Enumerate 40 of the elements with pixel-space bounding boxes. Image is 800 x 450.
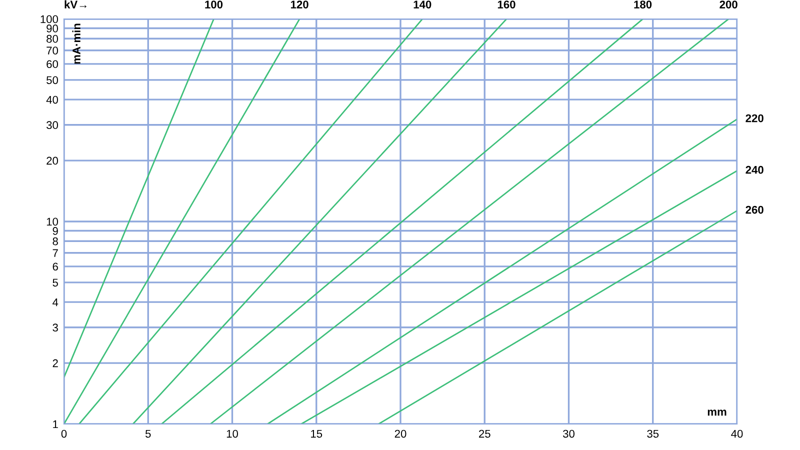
series-label: 140 bbox=[414, 0, 432, 8]
series-label: 100 bbox=[205, 0, 223, 8]
series-label: 220 bbox=[746, 114, 764, 122]
y-tick-label: 60 bbox=[46, 60, 58, 68]
y-tick-label: 90 bbox=[46, 24, 58, 32]
text: kV→ bbox=[64, 0, 86, 8]
x-tick-label: 35 bbox=[647, 430, 659, 438]
y-tick-label: 1 bbox=[53, 420, 58, 428]
y-tick-label: 6 bbox=[52, 262, 58, 271]
x-tick-label: 20 bbox=[394, 430, 406, 438]
y-tick-label: 70 bbox=[46, 46, 58, 55]
y-tick-label: 9 bbox=[52, 227, 58, 235]
x-axis-title: mm bbox=[708, 410, 726, 416]
x-tick-label: 10 bbox=[226, 430, 238, 438]
x-tick-label: 5 bbox=[145, 430, 151, 438]
y-tick-label: 40 bbox=[46, 96, 58, 104]
x-tick-label: 15 bbox=[311, 430, 322, 438]
series-label: 240 bbox=[746, 166, 764, 174]
x-tick-label: 40 bbox=[731, 430, 743, 438]
y-tick-label: 3 bbox=[52, 324, 58, 332]
series-label: 200 bbox=[720, 0, 738, 8]
series-label: 260 bbox=[746, 206, 764, 214]
y-tick-label: 100 bbox=[40, 15, 58, 24]
x-tick-label: 30 bbox=[562, 430, 574, 438]
y-axis-title: mA·min bbox=[72, 24, 80, 64]
y-tick-label: 2 bbox=[52, 359, 58, 368]
y-tick-label: 20 bbox=[46, 156, 58, 165]
y-tick-label: 50 bbox=[46, 76, 58, 84]
y-tick-label: 7 bbox=[52, 249, 58, 257]
y-tick-label: 8 bbox=[52, 237, 58, 246]
y-tick-label: 10 bbox=[46, 218, 58, 226]
series-label: 180 bbox=[634, 0, 652, 8]
y-tick-label: 30 bbox=[46, 121, 58, 130]
x-tick-label: 25 bbox=[479, 430, 490, 438]
y-tick-label: 5 bbox=[52, 278, 58, 287]
y-tick-label: 80 bbox=[46, 34, 58, 43]
series-label: 120 bbox=[290, 0, 308, 8]
series-label: 160 bbox=[498, 0, 516, 8]
x-tick-label: 0 bbox=[61, 430, 67, 438]
y-tick-label: 4 bbox=[52, 298, 58, 306]
